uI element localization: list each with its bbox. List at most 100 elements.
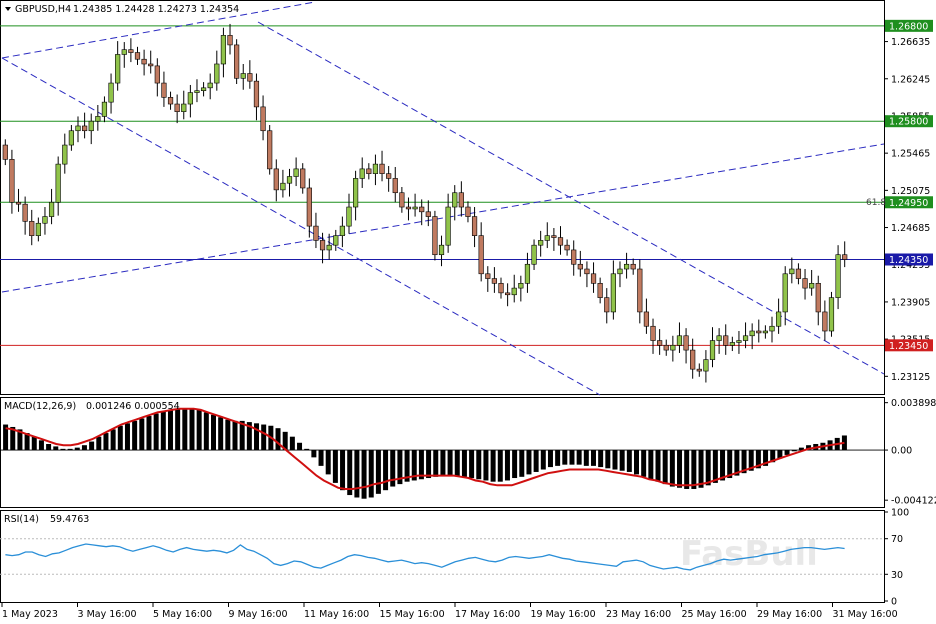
- price-tick-label: 1.25465: [891, 149, 930, 160]
- macd-bar: [89, 441, 95, 451]
- candle-body: [366, 168, 372, 174]
- macd-bar: [540, 450, 546, 470]
- candle-body: [703, 359, 709, 372]
- level-label-box: [885, 253, 933, 266]
- macd-bar: [46, 443, 52, 451]
- macd-bar: [634, 450, 639, 475]
- macd-bar: [712, 450, 718, 483]
- time-tick-label: 5 May 16:00: [153, 609, 212, 620]
- macd-bar: [612, 450, 618, 470]
- time-tick-label: 23 May 16:00: [606, 609, 671, 620]
- candle-body: [776, 311, 782, 327]
- candle-body: [108, 82, 114, 103]
- time-tick-label: 15 May 16:00: [380, 609, 445, 620]
- candle-body: [167, 97, 174, 105]
- candle-body: [273, 168, 279, 191]
- candle-body: [518, 283, 524, 289]
- candle-body: [544, 235, 550, 241]
- channel-lower-line: [1, 143, 885, 293]
- macd-bar: [476, 450, 482, 480]
- macd-bar: [447, 450, 453, 476]
- level-label: 1.25800: [889, 117, 928, 128]
- rsi-tick-label: 70: [891, 534, 903, 545]
- macd-bar: [3, 424, 9, 451]
- macd-bar: [784, 450, 790, 455]
- macd-bar: [547, 450, 553, 468]
- macd-bar: [117, 425, 123, 451]
- macd-bar: [411, 450, 417, 481]
- candle-body: [386, 173, 392, 179]
- candle-body: [55, 163, 61, 203]
- channel-upper-line: [1, 1, 316, 59]
- macd-bar: [203, 412, 209, 451]
- chart-header: GBPUSD,H4 1.24385 1.24428 1.24273 1.2435…: [5, 4, 239, 15]
- macd-bar: [418, 450, 424, 480]
- macd-bar: [734, 450, 740, 476]
- time-tick-label: 25 May 16:00: [682, 609, 747, 620]
- candle-body: [326, 244, 332, 251]
- macd-bar: [684, 450, 690, 489]
- macd-bar: [218, 417, 224, 451]
- level-label: 1.24950: [889, 198, 928, 209]
- candle-body: [657, 340, 663, 346]
- candle-body: [35, 222, 41, 236]
- candle-body: [88, 120, 94, 132]
- level-label-box: [885, 339, 933, 352]
- macd-bar: [225, 419, 231, 451]
- triangle-down-icon[interactable]: [5, 7, 11, 11]
- macd-bar: [590, 450, 596, 466]
- candle-body: [300, 168, 306, 189]
- candle-body: [590, 273, 597, 284]
- watermark: FasBull: [680, 534, 818, 574]
- candle-body: [524, 263, 531, 284]
- macd-bar: [67, 448, 73, 451]
- candle-body: [452, 192, 458, 208]
- level-label: 1.26800: [889, 21, 928, 32]
- macd-bar: [110, 429, 116, 451]
- candle-body: [128, 49, 134, 53]
- candle-body: [742, 335, 749, 341]
- price-tick-label: 1.26245: [891, 74, 930, 85]
- macd-bar: [755, 450, 761, 469]
- macd-signal-line: [5, 407, 845, 490]
- macd-bar: [497, 450, 503, 482]
- macd-bar: [469, 450, 475, 479]
- macd-bar: [282, 431, 288, 451]
- candle-body: [445, 206, 451, 246]
- macd-bar: [289, 436, 295, 451]
- macd-bar: [24, 433, 30, 451]
- candle-body: [723, 335, 729, 346]
- macd-bar: [354, 450, 360, 498]
- macd-values: 0.001246 0.000554: [86, 401, 180, 412]
- candle-body: [293, 168, 299, 177]
- rsi-tick-label: 30: [891, 570, 903, 581]
- candle-body: [405, 206, 412, 210]
- macd-bar: [698, 450, 704, 488]
- macd-bar: [641, 450, 647, 477]
- candle-body: [333, 235, 339, 246]
- candle-body: [22, 203, 28, 222]
- candle-body: [584, 268, 590, 275]
- macd-bar: [655, 450, 661, 482]
- candle-body: [815, 283, 821, 313]
- macd-bar: [38, 440, 44, 451]
- candle-body: [48, 201, 55, 217]
- macd-bar: [576, 450, 582, 465]
- macd-bar: [17, 429, 23, 451]
- candle-body: [29, 221, 35, 236]
- level-label: 1.23450: [889, 341, 928, 352]
- macd-pane-frame: [0, 397, 885, 508]
- candle-body: [498, 283, 504, 294]
- candle-body: [42, 216, 48, 224]
- time-tick-label: 17 May 16:00: [455, 609, 520, 620]
- macd-bar: [297, 442, 303, 451]
- candle-body: [564, 244, 570, 251]
- macd-bar: [777, 450, 783, 459]
- candle-body: [379, 163, 385, 174]
- candle-body: [372, 163, 379, 174]
- candle-body: [260, 106, 266, 132]
- rsi-axis: 100 70 30 0: [0, 508, 909, 608]
- macd-bar: [569, 450, 575, 465]
- candle-body: [802, 278, 808, 289]
